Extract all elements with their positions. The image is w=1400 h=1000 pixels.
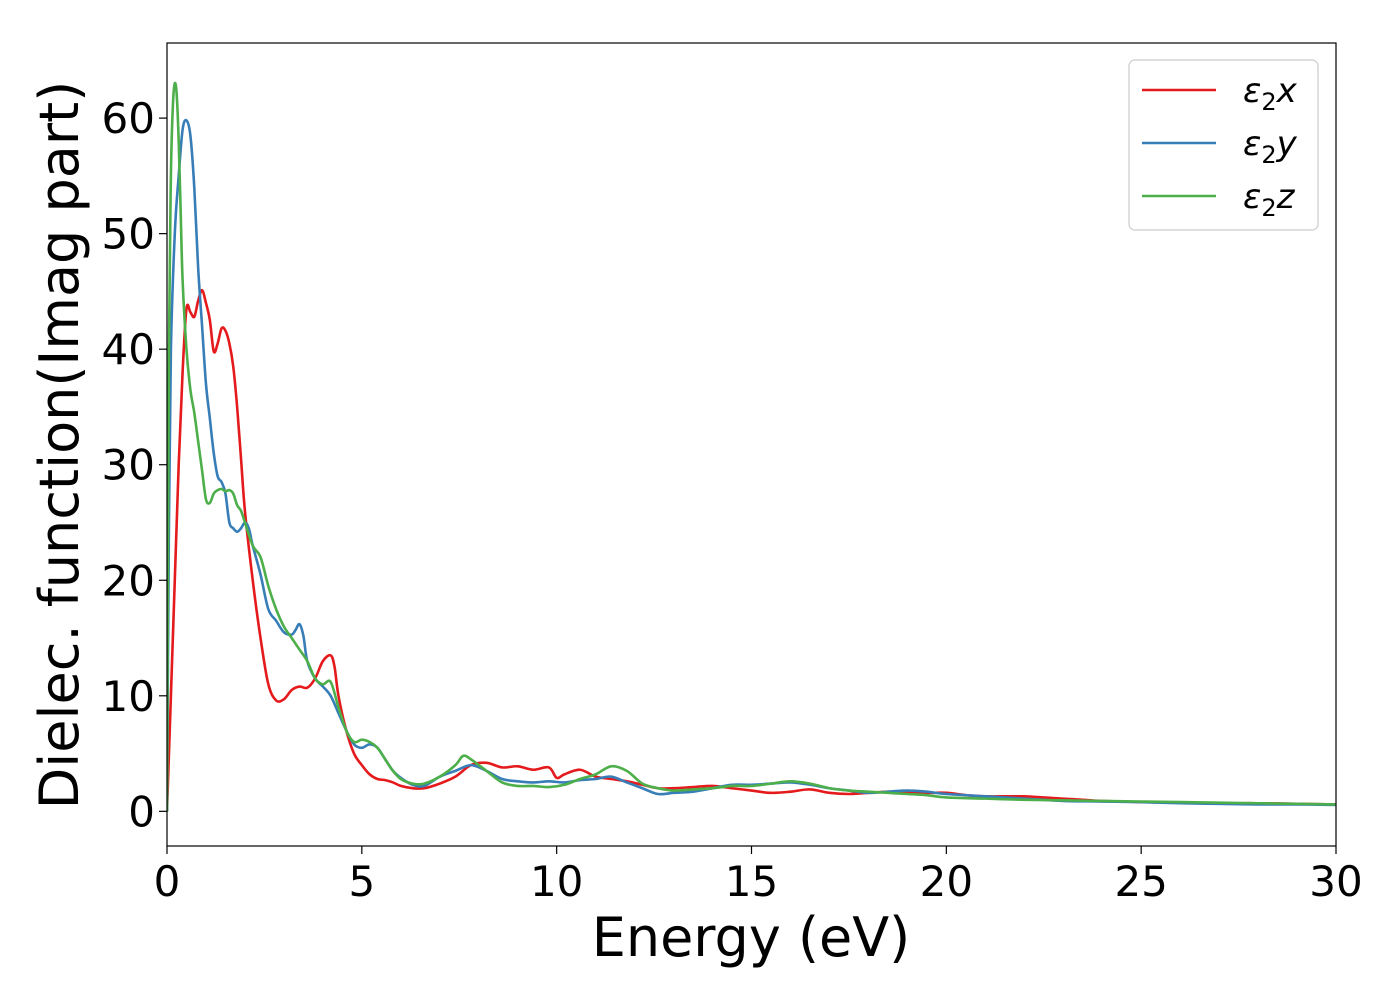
x-axis-label: Energy (eV)	[592, 906, 911, 969]
series-line-x	[167, 288, 1336, 812]
x-tick-label: 25	[1114, 857, 1167, 906]
y-tick-label: 20	[102, 556, 155, 605]
series-line-z	[167, 81, 1336, 812]
y-tick-label: 50	[102, 210, 155, 259]
y-tick-label: 60	[102, 94, 155, 143]
x-tick-label: 5	[348, 857, 375, 906]
legend: ε2x ε2y ε2z	[1128, 59, 1319, 231]
x-axis-ticks: 0 5 10 15 20 25 30	[154, 846, 1363, 906]
legend-label-y: ε2y	[1243, 124, 1298, 169]
x-tick-label: 30	[1309, 857, 1362, 906]
legend-label-x: ε2x	[1243, 71, 1298, 116]
x-tick-label: 20	[920, 857, 973, 906]
y-tick-label: 30	[102, 441, 155, 490]
x-tick-label: 0	[154, 857, 181, 906]
x-tick-label: 10	[530, 857, 583, 906]
y-axis-label: Dielec. function(Imag part)	[28, 81, 91, 810]
y-axis-ticks: 0 10 20 30 40 50 60	[102, 94, 167, 836]
legend-box	[1128, 59, 1319, 231]
y-tick-label: 40	[102, 325, 155, 374]
y-tick-label: 10	[102, 672, 155, 721]
x-tick-label: 15	[725, 857, 778, 906]
y-tick-label: 0	[128, 787, 155, 836]
legend-label-z: ε2z	[1243, 177, 1296, 222]
series-layer	[167, 81, 1336, 812]
